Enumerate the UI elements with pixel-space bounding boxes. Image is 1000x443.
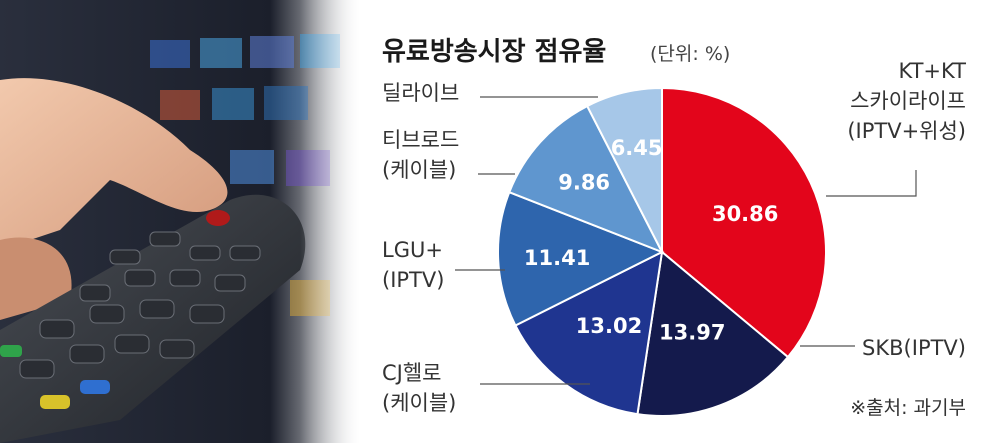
pie-slice-5 xyxy=(585,86,663,253)
chart-title: 유료방송시장 점유율 xyxy=(382,37,606,67)
slice-name-label: LGU+ (IPTV) xyxy=(382,238,444,292)
slice-value-label: 13.97 xyxy=(659,321,725,345)
chart-unit-note: (단위: %) xyxy=(650,43,730,65)
slice-name-label: KT+KT 스카이라이프 (IPTV+위성) xyxy=(847,59,966,143)
slice-labels: KT+KT 스카이라이프 (IPTV+위성) SKB(IPTV) CJ헬로 (케이블) LG… xyxy=(382,59,966,415)
slice-value-label: 13.02 xyxy=(576,314,642,338)
slice-value-label: 6.45 xyxy=(611,136,663,160)
pie-slice-4 xyxy=(507,104,665,254)
value-labels: 30.86 13.97 13.02 11.41 9.866.45 xyxy=(524,136,778,345)
pie-slice-2 xyxy=(514,250,664,416)
slice-value-label: 9.86 xyxy=(558,171,610,195)
leader-line xyxy=(826,170,917,197)
slice-name-label: 티브로드 (케이블) xyxy=(382,128,459,182)
slice-value-label: 11.41 xyxy=(524,246,590,270)
slice-name-label: SKB(IPTV) xyxy=(862,336,966,360)
slice-name-label: 딜라이브 xyxy=(382,81,459,105)
source-note: ※출처: 과기부 xyxy=(850,397,966,419)
pie-slices xyxy=(497,86,827,417)
pie-slice-3 xyxy=(497,190,665,327)
leader-lines xyxy=(455,96,917,385)
slice-value-label: 30.86 xyxy=(712,202,778,226)
slice-name-label: CJ헬로 (케이블) xyxy=(382,361,456,415)
pie-slice-1 xyxy=(636,250,790,417)
pie-slice-0 xyxy=(661,86,827,359)
